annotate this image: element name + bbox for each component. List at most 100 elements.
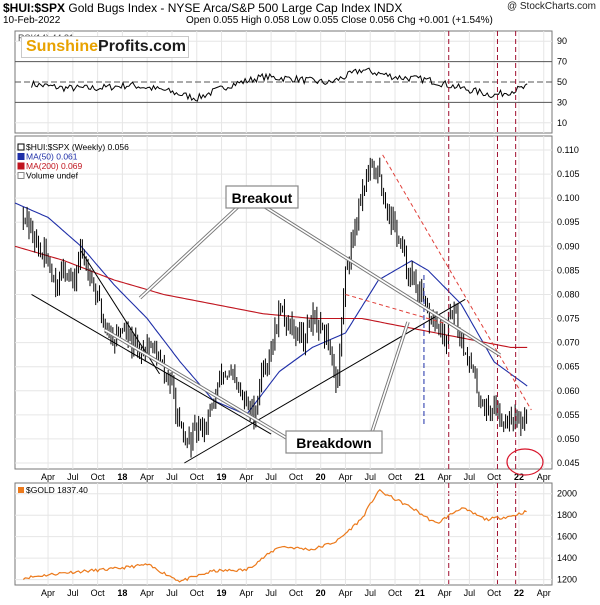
title-text: Gold Bugs Index - NYSE Arca/S&P 500 Larg… bbox=[68, 1, 403, 15]
price-tick-label: 0.065 bbox=[557, 362, 580, 372]
x-tick-label: Oct bbox=[388, 588, 403, 598]
x-tick-label: Oct bbox=[289, 472, 304, 482]
red-dashed-connector bbox=[345, 293, 445, 324]
x-tick-label: 22 bbox=[514, 472, 524, 482]
price-tick-label: 0.090 bbox=[557, 241, 580, 251]
x-tick-label: Oct bbox=[190, 588, 205, 598]
legend-swatch bbox=[17, 172, 25, 179]
x-tick-label: Jul bbox=[166, 588, 178, 598]
gold-tick-label: 1200 bbox=[557, 575, 577, 585]
legend-entry: $HUI:$SPX (Weekly) 0.056 bbox=[26, 142, 129, 152]
x-tick-label: 18 bbox=[117, 588, 127, 598]
x-tick-label: Jul bbox=[364, 588, 376, 598]
price-tick-label: 0.095 bbox=[557, 217, 580, 227]
x-tick-label: Apr bbox=[239, 588, 253, 598]
x-tick-label: Oct bbox=[190, 472, 205, 482]
breakdown-label-box bbox=[285, 430, 383, 454]
x-tick-label: Oct bbox=[487, 588, 502, 598]
ohlc-readout: Open 0.055 High 0.058 Low 0.055 Close 0.… bbox=[186, 15, 493, 26]
price-tick-label: 0.105 bbox=[557, 169, 580, 179]
chart-date: 10-Feb-2022 bbox=[3, 15, 61, 26]
x-tick-label: Apr bbox=[537, 472, 551, 482]
x-tick-label: 22 bbox=[514, 588, 524, 598]
price-bars bbox=[22, 157, 528, 458]
price-tick-label: 0.085 bbox=[557, 265, 580, 275]
legend-swatch bbox=[17, 143, 25, 151]
x-tick-label: Apr bbox=[140, 588, 154, 598]
red-dashed-trendline bbox=[382, 154, 532, 411]
x-tick-label: 21 bbox=[415, 472, 425, 482]
legend-entry: Volume undef bbox=[26, 171, 79, 181]
rsi-tick-label: 70 bbox=[557, 57, 567, 67]
x-tick-label: Oct bbox=[91, 472, 106, 482]
logo-part-sunshine: Sunshine bbox=[26, 38, 99, 55]
breakdown-pointer-left-inner bbox=[104, 329, 291, 441]
rsi-tick-label: 10 bbox=[557, 118, 567, 128]
price-tick-label: 0.050 bbox=[557, 434, 580, 444]
x-tick-label: Jul bbox=[67, 472, 79, 482]
x-tick-label: Oct bbox=[487, 472, 502, 482]
price-tick-label: 0.060 bbox=[557, 386, 580, 396]
x-tick-label: Apr bbox=[438, 588, 452, 598]
x-tick-label: 21 bbox=[415, 588, 425, 598]
sunshine-profits-logo: SunshineProfits.com bbox=[21, 36, 189, 58]
x-tick-label: 19 bbox=[217, 472, 227, 482]
gold-tick-label: 2000 bbox=[557, 489, 577, 499]
x-tick-label: Jul bbox=[464, 588, 476, 598]
legend-entry: MA(200) 0.069 bbox=[26, 161, 82, 171]
declining-trendline bbox=[31, 294, 272, 435]
breakdown-pointer-right-inner bbox=[369, 321, 409, 439]
breakout-label-box bbox=[225, 185, 299, 209]
logo-part-profits: Profits.com bbox=[98, 38, 187, 55]
gold-tick-label: 1400 bbox=[557, 553, 577, 563]
x-tick-label: Jul bbox=[464, 472, 476, 482]
x-tick-label: Oct bbox=[91, 588, 106, 598]
x-tick-label: 20 bbox=[316, 588, 326, 598]
x-tick-label: Jul bbox=[265, 472, 277, 482]
x-tick-label: Oct bbox=[289, 588, 304, 598]
price-tick-label: 0.100 bbox=[557, 193, 580, 203]
breakout-pointer-left-inner bbox=[139, 204, 241, 299]
x-tick-label: Jul bbox=[166, 472, 178, 482]
x-tick-label: Oct bbox=[388, 472, 403, 482]
watermark: @ StockCharts.com bbox=[506, 1, 596, 12]
legend-entry: MA(50) 0.061 bbox=[26, 152, 78, 162]
ma200-line bbox=[14, 245, 528, 348]
gold-tick-label: 1800 bbox=[557, 510, 577, 520]
x-tick-label: Jul bbox=[364, 472, 376, 482]
x-tick-label: Apr bbox=[438, 472, 452, 482]
price-tick-label: 0.080 bbox=[557, 289, 580, 299]
gold-line bbox=[22, 488, 527, 583]
x-tick-label: Apr bbox=[239, 472, 253, 482]
legend-swatch bbox=[18, 487, 24, 493]
x-tick-label: Jul bbox=[67, 588, 79, 598]
ma50-line bbox=[14, 202, 528, 416]
x-tick-label: Jul bbox=[265, 588, 277, 598]
rsi-tick-label: 30 bbox=[557, 97, 567, 107]
x-tick-label: Apr bbox=[41, 588, 55, 598]
symbol-label: $HUI:$SPX bbox=[3, 1, 66, 15]
gold-legend: $GOLD 1837.40 bbox=[26, 485, 88, 495]
support-trendline bbox=[184, 298, 466, 464]
x-tick-label: Apr bbox=[140, 472, 154, 482]
legend-swatch bbox=[17, 153, 25, 160]
rsi-tick-label: 90 bbox=[557, 36, 567, 46]
x-tick-label: Apr bbox=[338, 472, 352, 482]
gold-panel-frame bbox=[14, 482, 553, 586]
legend-swatch bbox=[17, 162, 25, 170]
x-tick-label: Apr bbox=[41, 472, 55, 482]
x-tick-label: Apr bbox=[338, 588, 352, 598]
breakdown-label: Breakdown bbox=[296, 435, 371, 451]
gold-tick-label: 1600 bbox=[557, 532, 577, 542]
price-tick-label: 0.055 bbox=[557, 410, 580, 420]
price-tick-label: 0.110 bbox=[557, 145, 579, 155]
rsi-line bbox=[31, 67, 528, 102]
x-tick-label: 19 bbox=[217, 588, 227, 598]
price-tick-label: 0.045 bbox=[557, 458, 580, 468]
breakout-pointer-right-inner bbox=[261, 204, 501, 356]
rsi-tick-label: 50 bbox=[557, 77, 567, 87]
price-tick-label: 0.070 bbox=[557, 338, 580, 348]
breakout-label: Breakout bbox=[232, 190, 293, 206]
